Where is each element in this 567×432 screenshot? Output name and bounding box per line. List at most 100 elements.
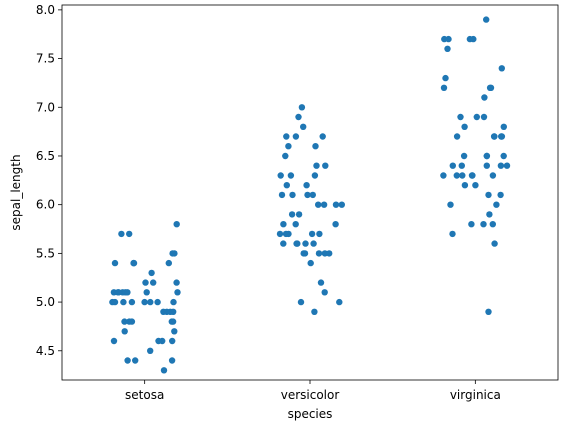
data-point-setosa [150, 279, 157, 286]
data-point-setosa [130, 259, 137, 267]
data-point-virginica [503, 162, 511, 169]
data-point-virginica [491, 133, 498, 140]
data-point-setosa [170, 298, 177, 306]
data-point-virginica [498, 65, 505, 72]
data-point-virginica [461, 182, 469, 189]
data-point-virginica [500, 152, 507, 160]
data-point-versicolor [315, 250, 323, 257]
y-tick-label: 6.5 [36, 149, 55, 163]
x-axis: setosa versicolor virginica [125, 380, 501, 402]
data-point-versicolor [311, 172, 319, 179]
y-tick-label: 8.0 [36, 3, 55, 17]
data-point-versicolor [311, 308, 318, 315]
data-point-virginica [481, 94, 488, 101]
data-point-setosa [128, 318, 136, 325]
data-point-virginica [489, 221, 496, 228]
data-point-virginica [483, 162, 490, 169]
data-point-versicolor [280, 221, 287, 228]
data-point-versicolor [321, 289, 328, 296]
data-point-virginica [486, 211, 493, 218]
data-point-virginica [447, 201, 454, 208]
data-point-virginica [440, 172, 447, 179]
data-point-setosa [167, 308, 174, 315]
data-point-virginica [449, 230, 456, 238]
y-axis: 4.5 5.0 5.5 6.0 6.5 7.0 7.5 8.0 [36, 3, 62, 358]
data-point-virginica [480, 221, 487, 228]
data-point-virginica [491, 240, 498, 247]
data-point-versicolor [304, 191, 311, 199]
data-point-virginica [472, 182, 479, 189]
data-point-versicolor [292, 221, 299, 228]
data-point-virginica [473, 113, 480, 121]
data-point-setosa [118, 230, 125, 238]
data-point-virginica [440, 84, 448, 92]
data-point-virginica [468, 221, 475, 228]
data-point-virginica [500, 123, 507, 130]
data-point-versicolor [300, 123, 307, 130]
data-point-setosa [148, 269, 155, 277]
data-point-versicolor [303, 182, 310, 189]
y-tick-label: 4.5 [36, 344, 55, 358]
data-point-virginica [449, 162, 456, 169]
data-point-versicolor [288, 211, 296, 218]
data-point-versicolor [295, 211, 303, 218]
data-point-versicolor [332, 201, 340, 208]
data-point-versicolor [287, 172, 295, 179]
data-point-versicolor [332, 221, 339, 228]
data-point-versicolor [312, 143, 319, 150]
data-point-setosa [142, 279, 149, 286]
y-axis-label: sepal_length [9, 154, 23, 230]
data-point-versicolor [322, 162, 329, 169]
data-point-versicolor [293, 240, 300, 247]
data-point-virginica [453, 133, 461, 140]
data-point-setosa [128, 298, 136, 306]
data-point-versicolor [283, 133, 290, 140]
data-point-setosa [111, 259, 119, 267]
data-point-virginica [485, 191, 492, 199]
data-point-setosa [165, 259, 172, 267]
data-point-setosa [147, 298, 154, 306]
data-point-setosa [126, 230, 133, 238]
data-point-virginica [468, 172, 476, 179]
data-point-versicolor [320, 201, 328, 208]
x-axis-label: species [288, 407, 333, 421]
data-point-setosa [173, 279, 180, 286]
data-point-setosa [121, 328, 128, 335]
data-point-versicolor [338, 201, 345, 208]
data-point-setosa [160, 367, 168, 374]
data-point-virginica [486, 84, 494, 92]
data-points [109, 16, 511, 374]
data-point-setosa [132, 357, 139, 364]
data-point-versicolor [310, 240, 317, 247]
data-point-versicolor [289, 191, 296, 199]
data-point-virginica [485, 308, 492, 315]
data-point-virginica [489, 172, 497, 179]
data-point-virginica [457, 113, 464, 121]
data-point-virginica [460, 152, 468, 160]
y-tick-label: 7.0 [36, 100, 55, 114]
data-point-versicolor [285, 143, 292, 150]
data-point-versicolor [283, 182, 290, 189]
data-point-setosa [121, 318, 128, 325]
data-point-setosa [120, 298, 127, 306]
data-point-setosa [154, 298, 161, 306]
data-point-versicolor [319, 133, 326, 140]
data-point-setosa [171, 328, 178, 335]
data-point-versicolor [278, 191, 286, 199]
data-point-versicolor [307, 259, 314, 267]
data-point-setosa [110, 337, 118, 345]
data-point-virginica [458, 162, 465, 169]
data-point-virginica [441, 35, 448, 43]
data-point-versicolor [302, 240, 309, 247]
data-point-setosa [141, 298, 148, 306]
data-point-setosa [124, 289, 131, 296]
data-point-versicolor [316, 230, 323, 238]
data-point-virginica [442, 74, 449, 82]
data-point-setosa [160, 308, 167, 315]
data-point-versicolor [295, 113, 302, 121]
data-point-setosa [168, 357, 176, 364]
data-point-versicolor [282, 230, 290, 238]
data-point-versicolor [326, 250, 333, 257]
data-point-setosa [174, 289, 181, 296]
